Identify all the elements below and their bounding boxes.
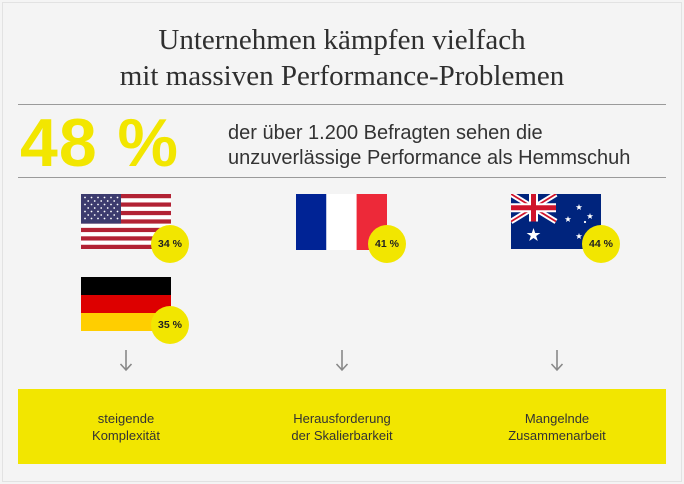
arrow-down-icon	[550, 350, 564, 372]
title-line-2: mit massiven Performance-Problemen	[119, 60, 565, 92]
challenge-scalability: Herausforderung der Skalierbarkeit	[242, 410, 442, 444]
us-percent-badge: 34 %	[151, 225, 189, 263]
headline-description: der über 1.200 Befragten sehen die unzuv…	[228, 121, 630, 171]
top-divider	[18, 104, 666, 105]
challenges-band	[18, 389, 666, 464]
challenge-line-1: steigende	[97, 411, 155, 426]
page-title: Unternehmen kämpfen vielfach mit massive…	[0, 22, 684, 94]
de-flag-icon	[81, 277, 171, 331]
title-line-1: Unternehmen kämpfen vielfach	[158, 24, 526, 56]
arrow-down-icon	[335, 350, 349, 372]
challenge-line-2: Komplexität	[92, 428, 160, 443]
headline-description-line-2: unzuverlässige Performance als Hemmschuh	[228, 147, 631, 169]
challenge-line-2: Zusammenarbeit	[508, 428, 606, 443]
bottom-divider	[18, 177, 666, 178]
challenge-collaboration: Mangelnde Zusammenarbeit	[457, 410, 657, 444]
headline-percentage: 48 %	[20, 105, 179, 181]
arrow-down-icon	[119, 350, 133, 372]
fr-percent-badge: 41 %	[368, 225, 406, 263]
challenge-line-1: Mangelnde	[524, 411, 590, 426]
challenge-complexity: steigende Komplexität	[26, 410, 226, 444]
de-percent-badge: 35 %	[151, 306, 189, 344]
challenge-line-2: der Skalierbarkeit	[291, 428, 393, 443]
au-percent-badge: 44 %	[582, 225, 620, 263]
headline-description-line-1: der über 1.200 Befragten sehen die	[228, 122, 543, 144]
challenge-line-1: Herausforderung	[293, 411, 391, 426]
